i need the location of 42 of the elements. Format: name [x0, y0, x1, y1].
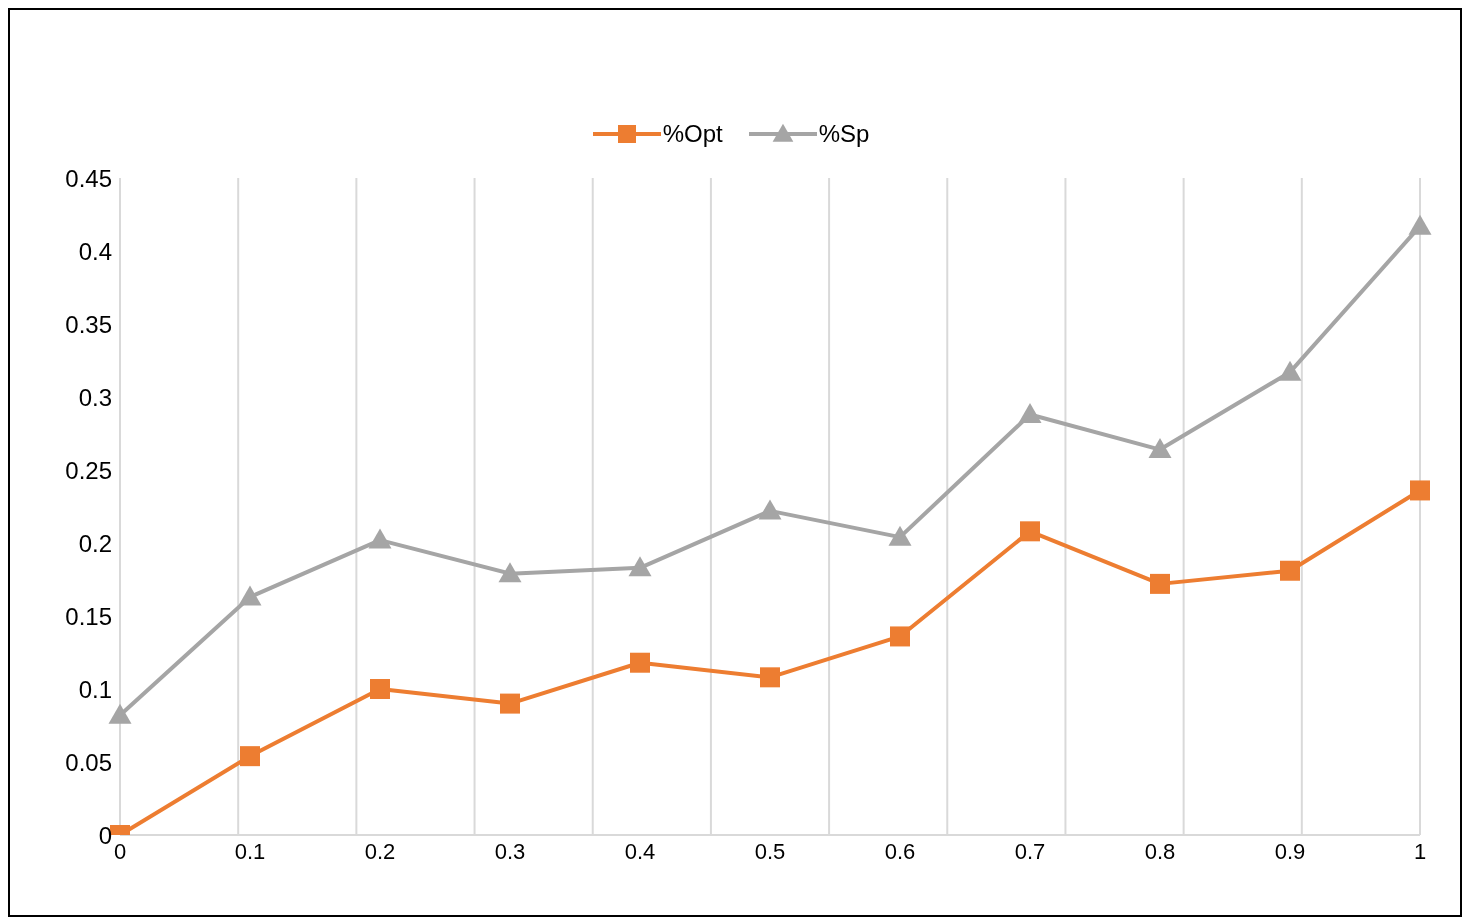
y-tick-label: 0.35 — [65, 310, 112, 338]
y-tick-label: 0.05 — [65, 748, 112, 776]
point — [760, 667, 780, 688]
x-tick-label: 0.6 — [884, 838, 916, 864]
y-tick-label: 0.1 — [78, 675, 112, 703]
point — [630, 652, 650, 673]
x-tick-label: 1 — [1413, 838, 1427, 864]
point — [108, 703, 132, 724]
point — [888, 525, 912, 546]
y-tick-label: 0.45 — [65, 164, 112, 192]
point — [240, 746, 260, 767]
x-tick-label: 0.5 — [754, 838, 786, 864]
point — [498, 562, 522, 583]
point — [1150, 573, 1170, 594]
point — [758, 499, 782, 520]
point — [1278, 360, 1302, 381]
x-tick-label: 0.7 — [1014, 838, 1046, 864]
y-tick-label: 0.2 — [78, 529, 112, 557]
point — [500, 693, 520, 714]
point — [890, 626, 910, 647]
point — [1410, 480, 1430, 501]
point — [368, 528, 392, 549]
point — [1408, 214, 1432, 235]
legend-label: %Sp — [818, 120, 870, 148]
y-tick-label: 0.15 — [65, 602, 112, 630]
y-tick-label: 0.4 — [78, 237, 112, 265]
y-tick-label: 0.25 — [65, 456, 112, 484]
point — [1280, 560, 1300, 581]
x-tick-label: 0.1 — [234, 838, 266, 864]
point — [1148, 438, 1172, 459]
point — [628, 556, 652, 577]
legend-label: %Opt — [662, 120, 723, 148]
x-tick-label: 0.2 — [364, 838, 396, 864]
point — [238, 585, 262, 606]
point — [1020, 521, 1040, 542]
x-tick-label: 0.8 — [1144, 838, 1176, 864]
y-tick-label: 0.3 — [78, 383, 112, 411]
x-tick-label: 0.9 — [1274, 838, 1306, 864]
point — [1018, 403, 1042, 424]
x-tick-label: 0.4 — [624, 838, 656, 864]
x-tick-label: 0.3 — [494, 838, 526, 864]
point — [370, 679, 390, 699]
